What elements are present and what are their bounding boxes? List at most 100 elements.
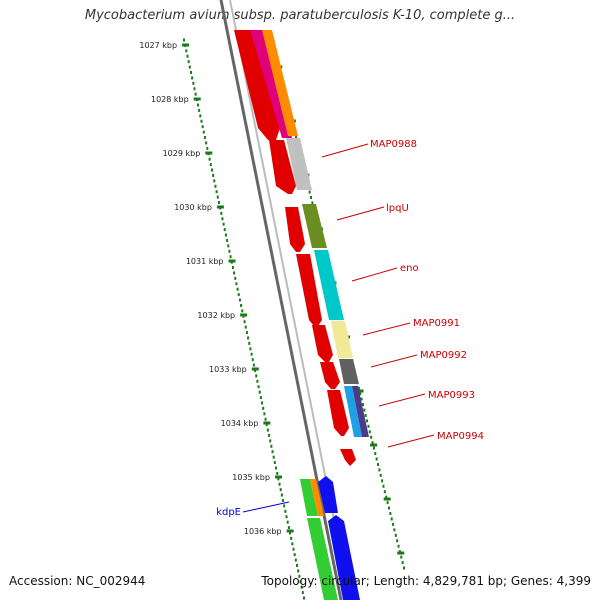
gene-arrow-map0991-strand[interactable] [312, 325, 333, 362]
ruler-dot [248, 341, 251, 345]
ruler-dot [390, 517, 393, 521]
gene-arrow-map0988-strand[interactable] [269, 140, 296, 194]
feature-label[interactable]: lpqU [386, 203, 409, 214]
ruler-dot [259, 396, 262, 400]
ruler-dot [266, 428, 269, 432]
gene-bar-map0993-a[interactable] [344, 386, 362, 437]
ruler-dot [278, 482, 281, 486]
ruler-label: 1033 kbp [209, 365, 247, 374]
ruler-dot [361, 403, 364, 407]
gene-bar-lpqU[interactable] [302, 204, 327, 248]
ruler-label: 1036 kbp [244, 527, 282, 536]
ruler-dot [245, 331, 248, 335]
ruler-dot [371, 441, 374, 445]
ruler-dot [250, 352, 253, 356]
ruler-major-tick [216, 205, 224, 209]
ruler-major-tick [286, 529, 294, 533]
ruler-dot [403, 566, 405, 570]
ruler-dot [299, 580, 302, 584]
ruler-label: 1029 kbp [163, 149, 201, 158]
ruler-dot [189, 71, 192, 75]
ruler-major-tick [397, 551, 405, 555]
feature-label[interactable]: kdpE [216, 507, 241, 518]
ruler-dot [379, 473, 382, 477]
gene-bar-map0991[interactable] [331, 321, 353, 358]
gene-bar-magenta[interactable] [250, 30, 292, 138]
callout-line [387, 434, 435, 448]
gene-arrow-map0994[interactable] [340, 449, 356, 466]
gene-bar-orange[interactable] [262, 30, 298, 136]
callout-line [362, 322, 411, 336]
gene-bar-green-2[interactable] [307, 518, 338, 600]
ruler-dot [217, 201, 220, 205]
callout-line [321, 143, 369, 158]
feature-label[interactable]: MAP0988 [370, 139, 417, 150]
ruler-major-tick [251, 367, 259, 371]
gene-arrow-blue-2[interactable] [328, 515, 360, 600]
ruler-dot [263, 412, 266, 416]
gene-arrow-lpqU-strand[interactable] [285, 207, 305, 252]
gene-bar-green-1[interactable] [300, 479, 318, 516]
ruler-dot [206, 146, 209, 150]
callout-line [242, 501, 290, 513]
ruler-dot [268, 433, 271, 437]
ruler-dot [209, 163, 212, 167]
feature-label[interactable]: MAP0991 [413, 318, 460, 329]
gene-bar-map0988[interactable] [286, 138, 312, 190]
ruler-label: 1035 kbp [232, 473, 270, 482]
ruler-dot [220, 211, 223, 215]
feature-label[interactable]: MAP0992 [420, 350, 467, 361]
ruler-dot [247, 336, 250, 340]
ruler-label: 1034 kbp [221, 419, 259, 428]
gene-bar-map0993-b[interactable] [352, 386, 369, 437]
gene-features[interactable] [269, 138, 369, 600]
ruler-dot [202, 130, 205, 134]
feature-label[interactable]: MAP0994 [437, 431, 484, 442]
ruler-dot [265, 423, 268, 427]
ruler-dot [234, 276, 237, 280]
ruler-dot [284, 509, 287, 513]
ruler-dot [282, 498, 285, 502]
ruler-dot [273, 461, 276, 465]
gene-track-top[interactable] [234, 30, 298, 140]
feature-label[interactable]: MAP0993 [428, 390, 475, 401]
ruler-dot [385, 495, 388, 499]
ruler-dot [372, 446, 375, 450]
ruler-dot [360, 397, 363, 401]
gene-bar-map0992[interactable] [339, 359, 359, 384]
ruler-dot [364, 413, 367, 417]
map-title: Mycobacterium avium subsp. paratuberculo… [84, 8, 516, 23]
ruler-dot [377, 462, 380, 466]
gene-arrow-eno-strand[interactable] [296, 254, 322, 326]
ruler-dot [280, 493, 283, 497]
feature-label[interactable]: eno [400, 263, 419, 274]
gene-bar-orange-2[interactable] [310, 479, 324, 516]
ruler-dot [291, 542, 294, 546]
gene-bar-eno[interactable] [314, 250, 344, 320]
ruler-dot [235, 282, 238, 286]
ruler-dot [300, 585, 303, 589]
ruler-dot [294, 558, 297, 562]
ruler-dot [286, 520, 289, 524]
ruler-dot [301, 591, 304, 595]
gene-arrow-blue-1[interactable] [318, 476, 338, 513]
ruler-dot [241, 309, 244, 313]
gene-arrow-red-1[interactable] [234, 30, 280, 140]
ruler-dot [367, 424, 370, 428]
callout-line [378, 393, 426, 407]
ruler-major-tick [274, 475, 282, 479]
ruler-dot [194, 92, 197, 96]
ruler-dot [283, 504, 286, 508]
ruler-dot [290, 536, 293, 540]
ruler-dot [205, 141, 208, 145]
ruler-dot [378, 468, 381, 472]
ruler-dot [231, 266, 234, 270]
feature-callouts: MAP0988 lpqU eno MAP0991 MAP0992 MAP0993 MAP09… [216, 139, 484, 518]
ruler-dot [200, 119, 203, 123]
ruler-dot [196, 103, 199, 107]
ruler-dot [213, 179, 216, 183]
gene-arrow-map0992-strand[interactable] [320, 362, 340, 389]
ruler-dot [269, 439, 272, 443]
gene-arrow-map0993-strand[interactable] [327, 390, 349, 436]
